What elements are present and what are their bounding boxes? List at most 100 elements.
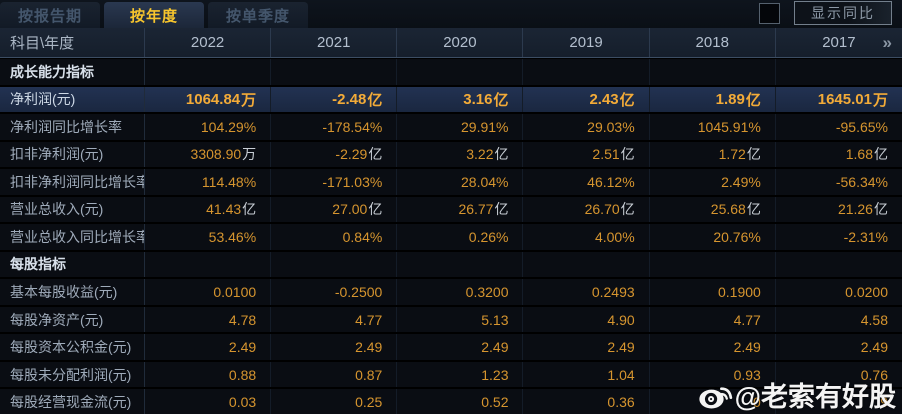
more-columns-chevron-icon[interactable]: » [882, 33, 892, 52]
show-yoy-button[interactable]: 显示同比 [794, 1, 892, 25]
cell-value: 2.49% [650, 169, 776, 195]
tab-single-quarter[interactable]: 按单季度 [208, 2, 308, 28]
tab-annual[interactable]: 按年度 [104, 2, 204, 28]
cell-value: 29.03% [523, 114, 650, 140]
cell-value: 0.2493 [523, 279, 650, 305]
cell-value: 4.00% [523, 224, 650, 250]
cell-value: -171.03% [271, 169, 398, 195]
cell-value: -2.31% [843, 228, 888, 245]
table-row: 净利润同比增长率 104.29% -178.54% 29.91% 29.03% 1045.… [0, 114, 902, 140]
table-row: 每股资本公积金(元) 2.49 2.49 2.49 2.49 2.49 2.49 [0, 334, 902, 360]
cell-value: 0.3200 [397, 279, 524, 305]
cell-value: 0.93 [650, 361, 776, 388]
cell-value: 2.43 亿 [523, 86, 650, 113]
table-row: 每股经营现金流(元) 0.03 0.25 0.52 0.36 0 9 [0, 389, 902, 414]
cell-value: 4.77 [271, 306, 398, 333]
cell-value: 0.26% [397, 224, 524, 250]
row-label: 每股净资产(元) [0, 306, 145, 333]
cell-value [145, 59, 272, 85]
cell-value: 29.91% [397, 114, 524, 140]
row-label: 净利润(元) [0, 86, 145, 113]
cell-value [776, 252, 902, 278]
cell-value: 2.49 [271, 334, 398, 360]
cell-value: 1645.01 万 [817, 90, 888, 109]
cell-value: 114.48% [145, 169, 272, 195]
cell-value: 0.84% [271, 224, 398, 250]
cell-value: 0 [650, 389, 776, 414]
table-row: 营业总收入(元) 41.43 亿 27.00 亿 26.77 亿 26.70 亿 25.68 亿 21… [0, 196, 902, 223]
cell-value [397, 59, 524, 85]
cell-value: 3.16 亿 [397, 86, 524, 113]
cell-value: 1064.84 万 [145, 86, 272, 113]
row-label: 每股经营现金流(元) [0, 389, 145, 414]
cell-value: 2.49 [397, 334, 524, 360]
section-row: 成长能力指标 [0, 59, 902, 85]
cell-value: -95.65% [835, 118, 888, 135]
cell-value: -56.34% [835, 173, 888, 190]
cell-value: 2.51 亿 [523, 141, 650, 168]
cell-value: -2.29 亿 [271, 141, 398, 168]
cell-value: 3.22 亿 [397, 141, 524, 168]
cell-value: 1045.91% [650, 114, 776, 140]
cell-value: 3308.90 万 [145, 141, 272, 168]
cell-value: 4.77 [650, 306, 776, 333]
cell-value [650, 59, 776, 85]
cell-value: 26.77 亿 [397, 196, 524, 223]
cell-value: 53.46% [145, 224, 272, 250]
year-column-header: 2021 [271, 28, 398, 57]
cell-value: 1.04 [523, 361, 650, 388]
corner-header: 科目\年度 [0, 28, 145, 57]
row-label: 净利润同比增长率 [0, 114, 145, 140]
cell-value: 0.25 [271, 389, 398, 414]
cell-value: 20.76% [650, 224, 776, 250]
cell-value: 0.87 [271, 361, 398, 388]
cell-value: -0.2500 [271, 279, 398, 305]
cell-value [523, 251, 650, 278]
cell-value: 5.13 [397, 306, 524, 333]
cell-value: 0.52 [397, 389, 524, 414]
header-controls: 显示同比 [759, 1, 902, 28]
table-row: 每股未分配利润(元) 0.88 0.87 1.23 1.04 0.93 0.76 [0, 361, 902, 388]
table-header: 科目\年度 2022 2021 2020 2019 2018 2017» [0, 28, 902, 58]
section-label: 每股指标 [0, 251, 145, 278]
tab-bar: 按报告期 按年度 按单季度 显示同比 [0, 0, 902, 28]
cell-value: 28.04% [397, 169, 524, 195]
show-yoy-checkbox[interactable] [759, 2, 780, 24]
cell-value: -2.48 亿 [271, 86, 398, 113]
table-row: 营业总收入同比增长率 53.46% 0.84% 0.26% 4.00% 20.76% -2.… [0, 224, 902, 250]
cell-value: 4.78 [145, 306, 272, 333]
section-label: 成长能力指标 [0, 59, 145, 85]
cell-value: 2.49 [145, 334, 272, 360]
cell-value: 0.0100 [145, 279, 272, 305]
cell-value: 2.49 [523, 334, 650, 360]
cell-value: 0.0200 [845, 284, 888, 301]
section-row: 每股指标 [0, 251, 902, 278]
cell-value [145, 251, 272, 278]
cell-value [650, 251, 776, 278]
table-row: 每股净资产(元) 4.78 4.77 5.13 4.90 4.77 4.58 [0, 306, 902, 333]
cell-value: 0.1900 [650, 279, 776, 305]
table-body: 成长能力指标 净利润(元) 1064.84 万 -2.48 亿 3.16 亿 2.43 亿 1.89… [0, 58, 902, 414]
year-column-header: 2018 [650, 28, 776, 57]
cell-value: -178.54% [271, 114, 398, 140]
cell-value: 1.89 亿 [650, 86, 776, 113]
table-row: 扣非净利润同比增长率 114.48% -171.03% 28.04% 46.12% 2.4… [0, 169, 902, 195]
cell-value: 41.43 亿 [145, 196, 272, 223]
cell-value [271, 59, 398, 85]
row-label: 营业总收入同比增长率 [0, 224, 145, 250]
row-label: 扣非净利润同比增长率 [0, 169, 145, 195]
cell-value: 4.58 [860, 311, 888, 328]
cell-value: 25.68 亿 [650, 196, 776, 223]
cell-value [271, 251, 398, 278]
year-column-header: 2017» [822, 33, 892, 52]
tab-report-period[interactable]: 按报告期 [0, 2, 100, 28]
year-column-header: 2020 [397, 28, 524, 57]
cell-value: 2.49 [860, 339, 888, 356]
table-row: 基本每股收益(元) 0.0100 -0.2500 0.3200 0.2493 0.1900… [0, 279, 902, 305]
row-label: 基本每股收益(元) [0, 279, 145, 305]
cell-value: 0.36 [523, 389, 650, 414]
cell-value [397, 251, 524, 278]
row-label: 每股资本公积金(元) [0, 334, 145, 360]
row-label: 每股未分配利润(元) [0, 361, 145, 388]
